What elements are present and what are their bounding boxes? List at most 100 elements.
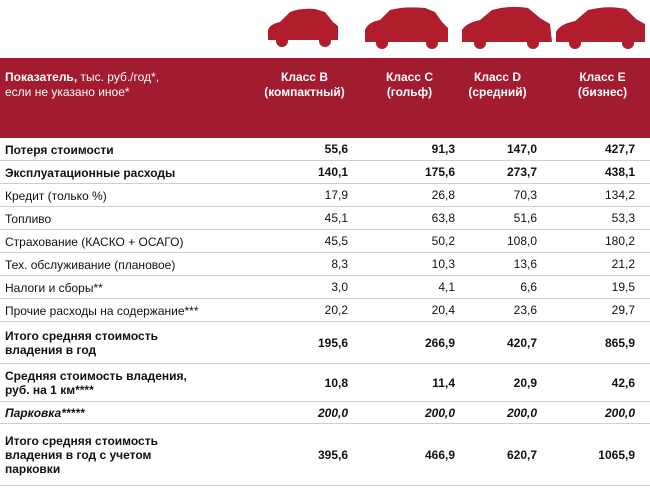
cell-value: 91,3: [431, 142, 455, 156]
column-header-line: Класс B: [281, 70, 328, 84]
cell-value: 134,2: [604, 188, 635, 202]
cell-value: 3,0: [331, 280, 348, 294]
row-label-line: Средняя стоимость владения,: [5, 369, 187, 383]
cell-value: 51,6: [513, 211, 537, 225]
table-row: Топливо 45,1 63,8 51,6 53,3: [0, 207, 650, 230]
table-row: Налоги и сборы** 3,0 4,1 6,6 19,5: [0, 276, 650, 299]
wheel: [319, 35, 331, 47]
table-row: Средняя стоимость владения, руб. на 1 км*…: [0, 364, 650, 402]
car-icon: [462, 6, 552, 42]
row-label-line: Тех. обслуживание (плановое): [5, 257, 176, 272]
row-label: Потеря стоимости: [5, 138, 114, 161]
cell-value: 147,0: [506, 142, 537, 156]
row-label-line: Прочие расходы на содержание***: [5, 303, 199, 318]
table-row: Парковка***** 200,0 200,0 200,0 200,0: [0, 402, 650, 424]
table-row: Итого средняя стоимость владения в год с …: [0, 424, 650, 486]
cell-value: 13,6: [513, 257, 537, 271]
table-row: Кредит (только %) 17,9 26,8 70,3 134,2: [0, 184, 650, 207]
column-header-line: (гольф): [386, 85, 433, 99]
cell-value: 53,3: [611, 211, 635, 225]
cell-value: 180,2: [604, 234, 635, 248]
cell-value: 195,6: [317, 336, 348, 350]
cell-value: 19,5: [611, 280, 635, 294]
cell-value: 200,0: [317, 406, 348, 420]
row-label-line: Страхование (КАСКО + ОСАГО): [5, 234, 184, 249]
row-label-line: Итого средняя стоимость: [5, 434, 158, 448]
cell-value: 4,1: [438, 280, 455, 294]
wheel: [474, 37, 486, 49]
column-header-line: (компактный): [264, 85, 345, 99]
column-header: Класс C (гольф): [362, 70, 457, 100]
cell-value: 50,2: [431, 234, 455, 248]
row-label: Итого средняя стоимость владения в год с …: [5, 424, 158, 486]
column-header-line: Класс E: [579, 70, 626, 84]
cell-value: 20,2: [324, 303, 348, 317]
cell-value: 10,3: [431, 257, 455, 271]
row-label: Эксплуатационные расходы: [5, 161, 175, 184]
cell-value: 21,2: [611, 257, 635, 271]
cell-value: 466,9: [424, 448, 455, 462]
table-row: Страхование (КАСКО + ОСАГО) 45,5 50,2 108,0…: [0, 230, 650, 253]
row-label-line: Кредит (только %): [5, 188, 107, 203]
cell-value: 108,0: [506, 234, 537, 248]
cell-value: 23,6: [513, 303, 537, 317]
wheel: [622, 37, 634, 49]
cell-value: 55,6: [324, 142, 348, 156]
row-label-line: Парковка*****: [5, 406, 85, 420]
row-label: Средняя стоимость владения, руб. на 1 км*…: [5, 364, 187, 402]
row-label-line: парковки: [5, 462, 61, 476]
cell-value: 1065,9: [598, 448, 635, 462]
column-header-line: Класс C: [386, 70, 433, 84]
header-label-line2: если не указано иное*: [5, 85, 130, 99]
cell-value: 20,9: [513, 376, 537, 390]
cell-value: 45,5: [324, 234, 348, 248]
row-label: Налоги и сборы**: [5, 276, 103, 299]
row-label: Парковка*****: [5, 402, 85, 424]
row-label-line: Эксплуатационные расходы: [5, 165, 176, 180]
cell-value: 11,4: [432, 376, 455, 390]
row-label: Тех. обслуживание (плановое): [5, 253, 175, 276]
row-label: Кредит (только %): [5, 184, 107, 207]
row-label-line: Топливо: [5, 211, 52, 226]
table-row: Эксплуатационные расходы 140,1 175,6 273,7 4…: [0, 161, 650, 184]
cell-value: 273,7: [506, 165, 537, 179]
wheel: [376, 37, 388, 49]
cell-value: 70,3: [513, 188, 537, 202]
car-icon: [365, 7, 448, 43]
cell-value: 438,1: [604, 165, 635, 179]
row-label: Прочие расходы на содержание***: [5, 299, 199, 322]
cell-value: 42,6: [611, 376, 635, 390]
row-label: Топливо: [5, 207, 51, 230]
row-label: Итого средняя стоимость владения в год: [5, 322, 158, 364]
wheel: [569, 37, 581, 49]
table-row: Прочие расходы на содержание*** 20,2 20,4 2…: [0, 299, 650, 322]
column-header-line: (бизнес): [577, 85, 628, 99]
wheel: [527, 37, 539, 49]
cell-value: 63,8: [431, 211, 455, 225]
column-header: Класс D (средний): [450, 70, 545, 100]
cell-value: 29,7: [611, 303, 635, 317]
header-label-rest: тыс. руб./год*,: [80, 70, 160, 84]
wheel: [276, 35, 288, 47]
cell-value: 395,6: [317, 448, 348, 462]
column-header: Класс B (компактный): [257, 70, 352, 100]
table-row: Потеря стоимости 55,6 91,3 147,0 427,7: [0, 138, 650, 161]
row-label-line: руб. на 1 км****: [5, 383, 94, 397]
cell-value: 865,9: [604, 336, 635, 350]
cell-value: 200,0: [604, 406, 635, 420]
cell-value: 6,6: [520, 280, 537, 294]
car-icons: [268, 6, 645, 49]
car-icon: [556, 7, 645, 43]
row-label: Страхование (КАСКО + ОСАГО): [5, 230, 183, 253]
cell-value: 420,7: [506, 336, 537, 350]
cell-value: 26,8: [431, 188, 455, 202]
column-header-line: Класс D: [474, 70, 521, 84]
row-label-line: Налоги и сборы**: [5, 280, 103, 295]
cell-value: 17,9: [324, 188, 348, 202]
column-header-line: (средний): [468, 85, 527, 99]
cell-value: 427,7: [604, 142, 635, 156]
column-header: Класс E (бизнес): [555, 70, 650, 100]
row-label-line: Потеря стоимости: [5, 142, 114, 157]
cell-value: 200,0: [424, 406, 455, 420]
